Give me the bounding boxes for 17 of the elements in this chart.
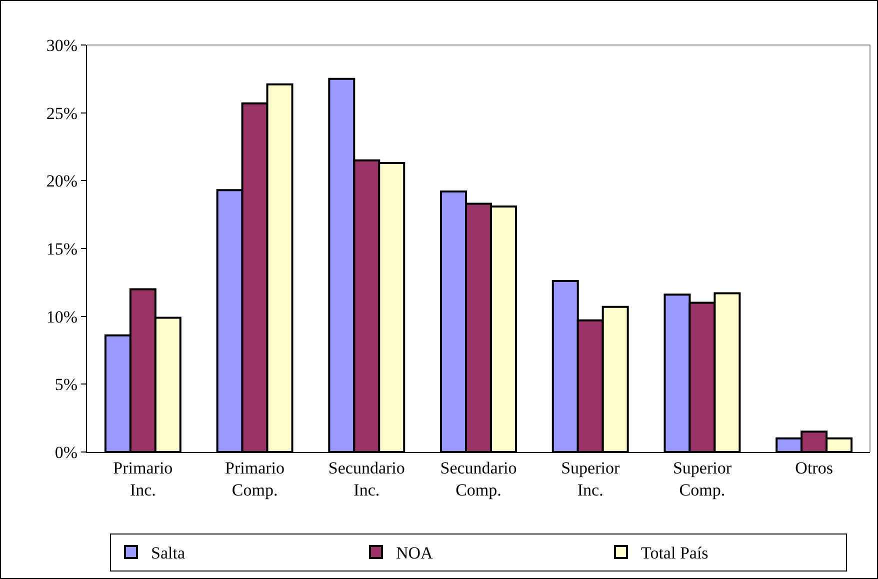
legend-label: NOA [396, 544, 434, 563]
x-tick-label: Primario Inc. [113, 458, 173, 500]
legend-label: Total País [641, 544, 708, 563]
x-tick-label: Primario Comp. [225, 458, 285, 500]
x-tick-label: Superior Comp. [672, 458, 732, 500]
y-tick-label: 25% [46, 104, 78, 123]
y-tick-label: 30% [46, 36, 78, 55]
x-tick-label: Superior Inc. [561, 458, 620, 500]
y-tick-label: 5% [54, 375, 78, 394]
y-tick-label: 10% [46, 307, 78, 326]
x-tick-label: Secundario Comp. [440, 458, 517, 500]
legend-label: Salta [151, 544, 186, 563]
y-tick-label: 15% [46, 239, 78, 258]
x-tick-label: Secundario Inc. [328, 458, 405, 500]
y-tick-label: 20% [46, 172, 78, 191]
x-tick-label: Otros [795, 458, 833, 478]
y-tick-label: 0% [54, 442, 78, 462]
